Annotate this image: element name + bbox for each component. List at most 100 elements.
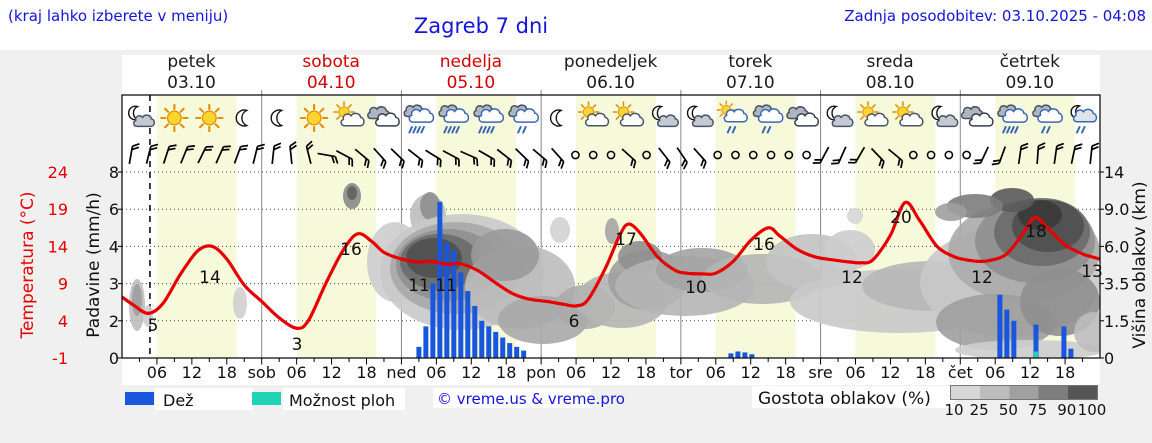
rain-bar [465, 291, 471, 358]
rain-drop [766, 126, 772, 134]
rain-bar [1033, 324, 1039, 358]
cloud-height-tick-label: 0 [1104, 349, 1114, 368]
rain-bar [514, 346, 520, 358]
cloud-blob [550, 217, 570, 243]
day-name: četrtek [999, 52, 1060, 72]
cloud-shape [513, 108, 540, 123]
day-header-sobota: sobota 04.10 [262, 52, 401, 94]
rain-swatch [125, 392, 154, 405]
rain-drop [517, 126, 522, 134]
temperature-value-label: 12 [971, 268, 993, 288]
cloud-blob [847, 208, 863, 224]
day-name: sreda [866, 52, 914, 72]
wind-calm-icon [908, 150, 918, 160]
rain-drop [1046, 126, 1051, 134]
wind-barb-icon [515, 148, 530, 169]
temperature-tick-label: 24 [48, 163, 68, 182]
day-name: ponedeljek [563, 52, 658, 72]
cloud-shape [656, 114, 679, 128]
day-header-sreda: sreda 08.10 [821, 52, 960, 94]
day-header-torek: torek 07.10 [681, 52, 820, 94]
credit-chip-bg [433, 388, 591, 408]
wind-barb-icon [1070, 143, 1083, 164]
daylight-band [156, 95, 237, 358]
day-date: 09.10 [1005, 73, 1055, 93]
cloud-shape [133, 114, 156, 128]
rain-bar [1068, 348, 1074, 358]
cloud-cover-layer [129, 183, 1100, 358]
rain-drop [731, 126, 737, 134]
x-tick-label: 18 [217, 363, 237, 382]
rain-bar [735, 351, 741, 358]
x-tick-label: 06 [706, 363, 726, 382]
x-tick-label: pon [526, 363, 556, 382]
cloud-blob [347, 186, 357, 200]
weather-icon-sun [299, 103, 329, 133]
rain-drop [1076, 126, 1081, 134]
cloud-shape [691, 114, 714, 128]
day-date: 04.10 [306, 73, 356, 93]
x-tick-label: 12 [1020, 363, 1040, 382]
rain-drop [451, 126, 456, 134]
density-tick-label: 90 [1057, 401, 1077, 419]
wind-calm-icon [713, 150, 723, 160]
cloud-shape [757, 108, 784, 123]
x-tick-label: 06 [426, 363, 446, 382]
wind-barb-icon [215, 145, 231, 164]
precipitation-tick-label: 4 [109, 237, 119, 256]
temperature-value-label: 12 [841, 268, 863, 288]
wind-barb-icon [373, 147, 387, 169]
cloud-shape [864, 112, 889, 127]
wind-barb-icon [197, 145, 214, 164]
rain-drop [420, 126, 425, 134]
wind-calm-icon [588, 150, 598, 160]
wind-barb-icon [693, 147, 707, 169]
weather-icon-cloud [960, 106, 994, 127]
rain-drop [1006, 126, 1011, 134]
wind-barb-icon [305, 140, 314, 164]
density-tick-label: 75 [1028, 401, 1048, 419]
rain-drop [412, 126, 417, 134]
temperature-value-label: 14 [199, 268, 221, 288]
weather-icon-rain [403, 104, 435, 134]
cloud-shape [443, 108, 470, 123]
weather-icon-sun-cloud [857, 101, 889, 127]
legend-showers-label: Možnost ploh [289, 391, 396, 410]
wind-barb-icon [812, 146, 830, 164]
cloud-shape [619, 112, 645, 127]
temperature-value-label: 20 [890, 208, 912, 228]
density-tick-label: 10 [944, 401, 964, 419]
wind-barb-icon [317, 152, 339, 164]
wind-barb-icon [478, 149, 496, 167]
wind-barb-icon [1036, 142, 1046, 165]
rain-drop [416, 126, 421, 134]
credit-link[interactable]: © vreme.us & vreme.pro [437, 390, 625, 408]
wind-barb-icon [991, 146, 1007, 166]
wind-barb-icon [407, 148, 424, 168]
cloud-shape [584, 112, 610, 127]
rain-bar [1011, 320, 1017, 358]
rain-drop [1010, 126, 1015, 134]
last-updated: Zadnja posodobitev: 03.10.2025 - 04:08 [844, 7, 1146, 25]
cloud-height-tick-label: 6.0 [1104, 237, 1129, 256]
rain-drop [726, 126, 732, 134]
daylight-band [296, 95, 377, 358]
rain-drop [1041, 126, 1046, 134]
x-tick-label: 06 [566, 363, 586, 382]
wind-calm-icon [642, 150, 651, 160]
x-tick-label: 18 [775, 363, 795, 382]
wind-barb-icon [128, 143, 140, 165]
wind-barb-icon [252, 143, 265, 164]
wind-calm-icon [926, 150, 936, 160]
daylight-band [715, 95, 796, 358]
rain-drop [1081, 126, 1086, 134]
day-name: sobota [302, 52, 360, 72]
density-tick-label: 25 [969, 401, 989, 419]
weather-icon-moon-cloud [826, 105, 854, 128]
x-tick-label: 06 [286, 363, 306, 382]
rain-bar [416, 346, 422, 358]
temperature-value-label: 17 [615, 230, 637, 250]
wind-calm-icon [784, 150, 794, 160]
cloud-height-axis-label: Višina oblakov (km) [1130, 181, 1150, 349]
